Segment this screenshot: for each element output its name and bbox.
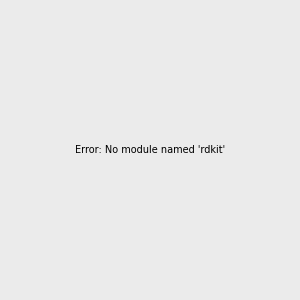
Text: Error: No module named 'rdkit': Error: No module named 'rdkit' xyxy=(75,145,225,155)
